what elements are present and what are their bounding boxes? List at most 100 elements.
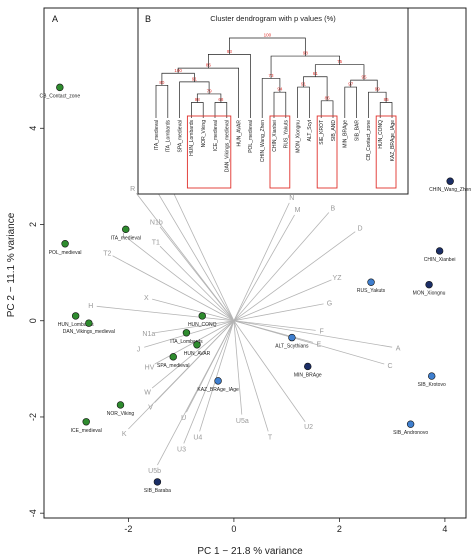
data-point [169,353,177,361]
vector-label: R [130,186,135,193]
dendrogram-leaf-label: CHIN_Wang_Zhen [260,120,266,162]
point-label: HUN_Lombards [58,322,94,328]
point-label: MON_Xiongnu [413,291,446,297]
vector-label: U5a [236,418,249,425]
point-label: MIN_BRAge [294,372,322,378]
vector-line [233,320,316,331]
dendrogram-leaf-label: RUS_Yakuts [284,120,290,149]
dendrogram-leaf-label: KAZ_BRAge_IAge [390,120,396,162]
dendrogram-leaf-label: CB_Contact_zone [366,120,372,161]
dendrogram-leaf-label: ALT_Scyt [307,119,313,141]
point-label: SIB_Krotovo [418,382,446,388]
vector-label: U2 [304,424,313,431]
dendrogram-leaf-label: HUN_Lombards [189,120,195,156]
data-point [193,341,201,349]
vector-line [159,245,235,322]
vector-label: G [327,300,332,307]
vector-line [159,226,235,321]
vector-label: YZ [333,275,343,282]
vector-line [186,320,235,413]
y-tick-label: 0 [28,318,38,323]
vector-label: U4 [193,435,202,442]
loading-vectors: U8U7RN1bIT1T2XHN1aJHVKVWU5bU3U4UU5aTU2AC… [88,156,400,474]
vector-label: J [137,346,141,353]
vector-label: W [144,389,151,396]
dendrogram-branch [229,37,306,57]
dendrogram-leaf-label: MON_Xiongnu [295,120,301,153]
data-point [304,362,312,371]
highlight-box [186,115,232,189]
point-label: ALT_Scythians [275,344,309,350]
dendrogram-leaf-label: SPA_medieval [177,120,183,152]
scatter-points: CB_Contact_zone POL_medieval ITA_medieval H… [40,83,471,494]
vector-line [233,320,243,415]
vector-line [233,202,290,321]
vector-line [233,279,332,322]
vector-line [154,320,234,334]
dendrogram-frame [137,7,409,195]
data-point [82,418,90,426]
vector-line [233,212,330,321]
vector-label: E [316,341,321,348]
vector-line [233,303,324,322]
vector-label: D [358,226,363,233]
vector-line [233,320,393,348]
data-point [198,312,206,320]
point-label: ICE_medieval [71,428,102,434]
p-value-label: 100 [264,33,272,38]
vector-line [128,238,235,322]
x-tick-label: 4 [442,524,447,534]
data-point [446,177,454,185]
x-tick-label: 0 [231,524,236,534]
point-label: HUN_AVAR [184,351,211,357]
vector-line [154,320,235,403]
dendrogram-leaf-label: POL_medieval [248,120,254,153]
data-point [153,478,162,486]
vector-label: H [88,303,93,310]
vector-label: U3 [177,446,186,453]
dendrogram-leaf-label: SIB_BAR [354,120,360,142]
vector-label: U5b [148,468,161,475]
dendrogram-leaf-label: DAN_Vikings_medieval [225,120,231,172]
y-tick-label: 2 [28,222,38,227]
data-point [435,247,444,255]
y-tick-label: -4 [28,509,38,517]
vector-label: U [181,415,186,422]
point-label: CHIN_Wang_Zhen [429,187,471,193]
highlight-box [316,115,338,189]
data-point [85,319,93,327]
vector-label: T [268,435,273,442]
dendrogram-leaf-label: HUN_CONQ [378,120,384,149]
vector-line [151,320,235,389]
vector-label: A [396,346,401,353]
vector-label: V [148,404,153,411]
vector-line [96,305,234,322]
vector-line [233,320,306,423]
dendrogram-title: Cluster dendrogram with p values (%) [210,14,336,23]
vector-line [183,320,235,444]
vector-label: X [144,295,149,302]
point-label: CHIN_Xianbei [424,257,456,263]
panel-b-label: B [145,14,151,24]
vector-label: T1 [152,239,160,246]
vector-line [199,320,235,432]
dendrogram-leaf-label: NOR_Viking [201,120,207,148]
dendrogram-leaf-label: ITA_Lombards [166,120,172,153]
point-label: DAN_Vikings_medieval [63,329,115,335]
axes: -2 0 2 4 -4 -2 0 2 4 [28,126,447,534]
x-axis-label: PC 1 − 21.8 % variance [197,546,303,557]
dendrogram-leaf-label: SIB_AND [331,120,337,142]
dendrogram-leaf-label: CHIN_Xianbei [272,120,278,152]
point-label: KAZ_BRAge_IAge [197,387,239,393]
dendrogram-leaf-label: ITA_medieval [154,120,160,150]
vector-label: N1b [150,220,163,227]
data-point [425,280,433,289]
dendrogram-panel: B Cluster dendrogram with p values (%) 8… [137,7,409,195]
point-label: SPA_medieval [157,363,189,369]
vector-label: T2 [103,250,111,257]
point-label: NOR_Viking [107,411,135,417]
data-point [182,329,191,337]
vector-label: N1a [142,331,155,338]
data-point [288,333,296,342]
vector-line [149,178,235,321]
